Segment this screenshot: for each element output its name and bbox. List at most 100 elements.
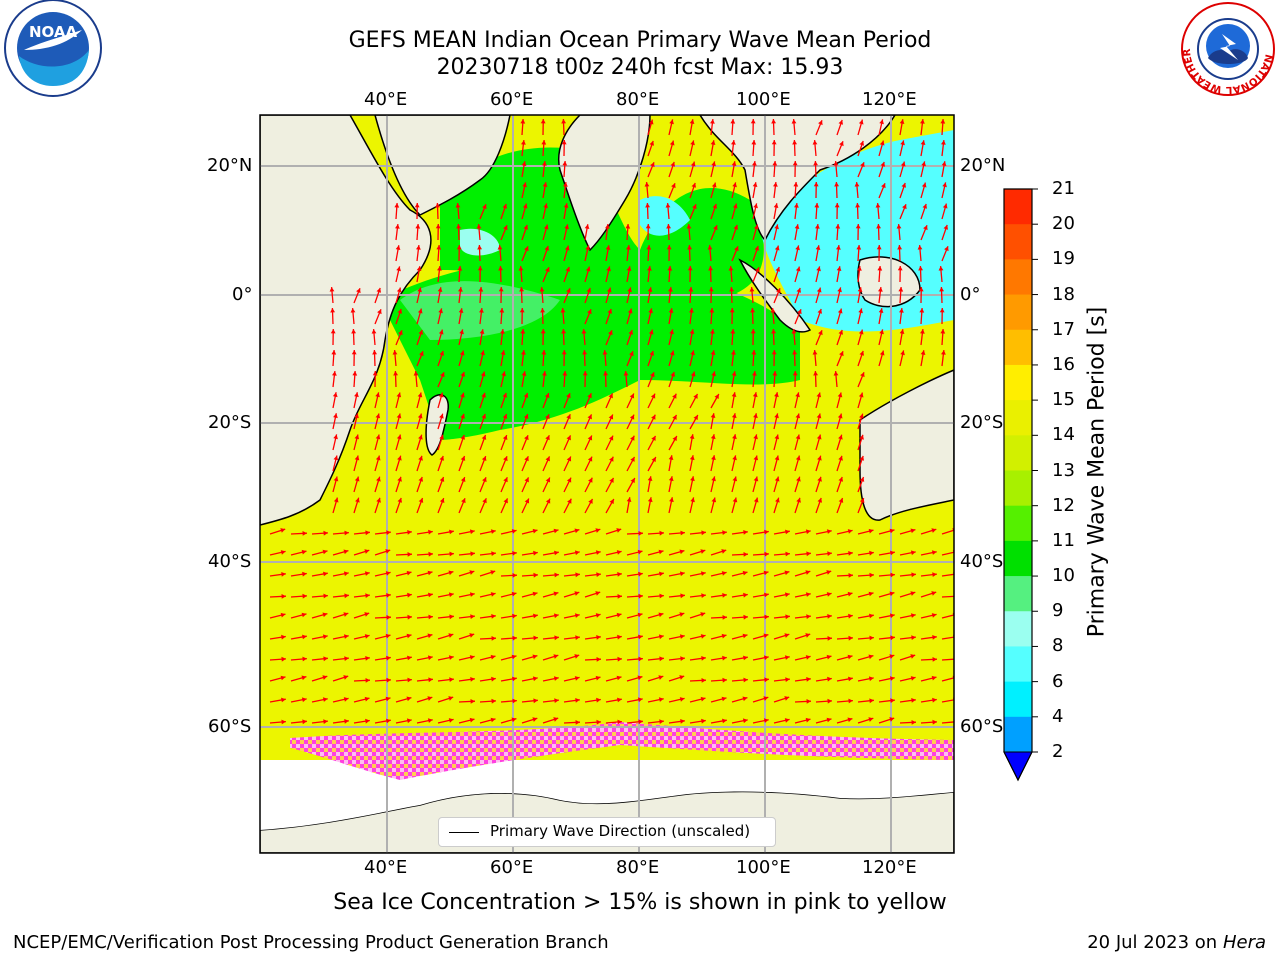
wave-arrow-head	[813, 371, 818, 376]
wave-arrow-head	[743, 614, 748, 620]
wave-arrow-head	[826, 592, 832, 597]
wave-arrow-head	[774, 434, 780, 440]
wave-arrow-head	[440, 372, 445, 378]
wave-arrow-head	[301, 549, 307, 555]
wave-arrow-head	[910, 528, 916, 534]
wave-arrow-head	[668, 287, 673, 292]
wave-arrow-head	[427, 718, 433, 723]
wave-arrow-head	[689, 308, 694, 313]
wave-arrow-head	[751, 350, 757, 355]
wave-arrow-head	[815, 224, 820, 229]
wave-arrow-head	[743, 530, 748, 535]
wave-arrow-head	[659, 656, 664, 662]
wave-arrow-head	[469, 529, 475, 535]
wave-arrow-head	[743, 655, 748, 661]
wave-arrow-head	[838, 455, 843, 461]
wave-arrow-head	[792, 161, 798, 166]
wave-arrow-head	[858, 329, 864, 335]
wave-arrow-head	[795, 392, 800, 398]
wave-arrow-head	[418, 455, 423, 461]
wave-arrow-head	[708, 266, 713, 271]
wave-arrow-head	[566, 393, 571, 399]
wave-arrow-head	[730, 329, 736, 334]
wave-arrow-head	[701, 656, 706, 661]
wave-arrow-head	[365, 530, 370, 536]
wave-arrow-head	[523, 393, 529, 398]
wave-arrow-head	[771, 329, 776, 334]
wave-arrow-head	[397, 455, 402, 461]
wave-arrow-head	[731, 140, 736, 145]
wave-arrow-head	[470, 677, 475, 682]
wave-arrow-head	[356, 288, 361, 294]
wave-arrow-head	[792, 140, 797, 145]
wave-arrow-head	[322, 612, 328, 618]
colorbar-segment	[1004, 259, 1032, 296]
wave-arrow-head	[617, 634, 622, 640]
wave-arrow-head	[448, 696, 454, 701]
wave-arrow-head	[628, 329, 633, 335]
wave-arrow-head	[566, 456, 572, 462]
wave-arrow-head	[847, 529, 853, 534]
wave-arrow-head	[650, 162, 655, 168]
wave-arrow-head	[732, 203, 738, 209]
wave-arrow-head	[679, 675, 685, 680]
wave-arrow-head	[608, 435, 614, 441]
wave-arrow-head	[417, 392, 423, 398]
wave-arrow-head	[900, 350, 905, 356]
wave-arrow-head	[753, 413, 758, 419]
wave-arrow-head	[763, 570, 769, 576]
wave-arrow-head	[669, 329, 674, 335]
wave-arrow-head	[364, 634, 370, 639]
wave-arrow-head	[386, 655, 391, 661]
wave-arrow-head	[647, 287, 653, 292]
colorbar-segment	[1004, 364, 1032, 401]
colorbar-tick-label: 15	[1052, 389, 1075, 411]
wave-arrow-head	[375, 392, 380, 398]
wave-arrow-head	[385, 571, 391, 576]
wave-arrow-head	[609, 456, 614, 462]
wave-arrow-head	[910, 654, 916, 659]
wave-arrow-head	[729, 308, 735, 313]
polar-white	[260, 760, 954, 830]
wave-arrow-head	[616, 528, 622, 533]
lon-label-top-40e: 40°E	[364, 89, 408, 110]
wave-arrow-head	[587, 393, 592, 399]
colorbar-tick-label: 18	[1052, 283, 1075, 305]
wave-arrow-head	[932, 657, 937, 662]
wave-arrow-head	[458, 308, 464, 313]
wave-arrow-head	[355, 497, 360, 503]
wave-arrow-head	[499, 308, 505, 313]
wave-arrow-head	[680, 656, 685, 661]
wave-arrow-head	[545, 414, 550, 420]
wave-arrow-head	[609, 499, 614, 504]
wave-arrow-head	[764, 551, 769, 557]
wave-arrow-head	[416, 266, 422, 271]
wave-arrow-head	[920, 140, 926, 145]
wave-arrow-head	[771, 140, 777, 145]
wave-arrow-head	[690, 350, 695, 356]
colorbar-segment	[1004, 224, 1032, 260]
wave-arrow-head	[772, 371, 778, 376]
wave-arrow-head	[679, 634, 685, 639]
wave-arrow-head	[560, 308, 566, 313]
wave-arrow-head	[785, 529, 790, 535]
wave-arrow-head	[478, 287, 484, 292]
colorbar-frame	[1003, 188, 1033, 782]
wave-arrow-head	[700, 634, 706, 639]
wave-arrow-head	[795, 455, 801, 461]
wave-arrow-head	[561, 140, 567, 145]
wave-arrow-head	[753, 224, 759, 230]
wave-arrow-head	[659, 593, 664, 599]
wave-arrow-head	[343, 697, 349, 702]
wave-arrow-head	[407, 614, 412, 620]
footer-date: 20 Jul 2023 on	[1087, 932, 1223, 953]
wave-arrow-head	[707, 245, 713, 250]
wave-arrow-head	[575, 698, 580, 703]
wave-arrow-head	[627, 287, 632, 293]
wave-arrow-head	[869, 550, 874, 556]
colorbar-segment	[1004, 646, 1032, 683]
wave-arrow-head	[329, 287, 335, 292]
wave-arrow-head	[281, 719, 286, 725]
wave-arrow-head	[795, 245, 800, 251]
wave-arrow-head	[541, 350, 547, 355]
